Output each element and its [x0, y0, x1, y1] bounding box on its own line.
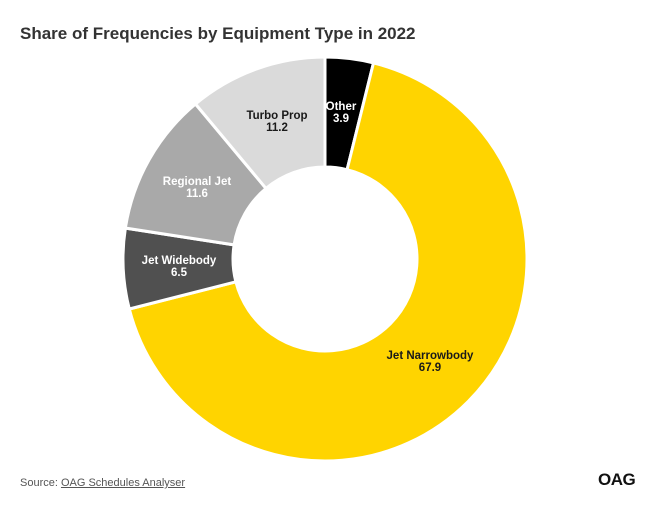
- slice-label-value: 3.9: [333, 113, 349, 125]
- chart-title: Share of Frequencies by Equipment Type i…: [20, 24, 416, 43]
- source-link[interactable]: OAG Schedules Analyser: [60, 477, 186, 489]
- slice-label-value: 67.9: [419, 362, 441, 374]
- slice-label-name: Jet Widebody: [142, 255, 217, 267]
- slice-label-value: 6.5: [171, 267, 188, 279]
- slice-label-value: 11.6: [186, 188, 208, 200]
- source-note: Source: OAG Schedules Analyser: [20, 477, 185, 489]
- source-prefix: Source:: [20, 477, 61, 489]
- slice-jet-narrowbody: [127, 61, 529, 463]
- slice-label-name: Turbo Prop: [246, 110, 307, 122]
- slice-label-name: Jet Narrowbody: [387, 350, 475, 362]
- oag-logo: OAG: [598, 470, 636, 489]
- slice-label-value: 11.2: [266, 122, 288, 134]
- donut-slices: [121, 55, 529, 463]
- slice-label-name: Other: [326, 101, 357, 113]
- slice-label-name: Regional Jet: [163, 176, 232, 188]
- slice-turbo-prop: [193, 55, 327, 191]
